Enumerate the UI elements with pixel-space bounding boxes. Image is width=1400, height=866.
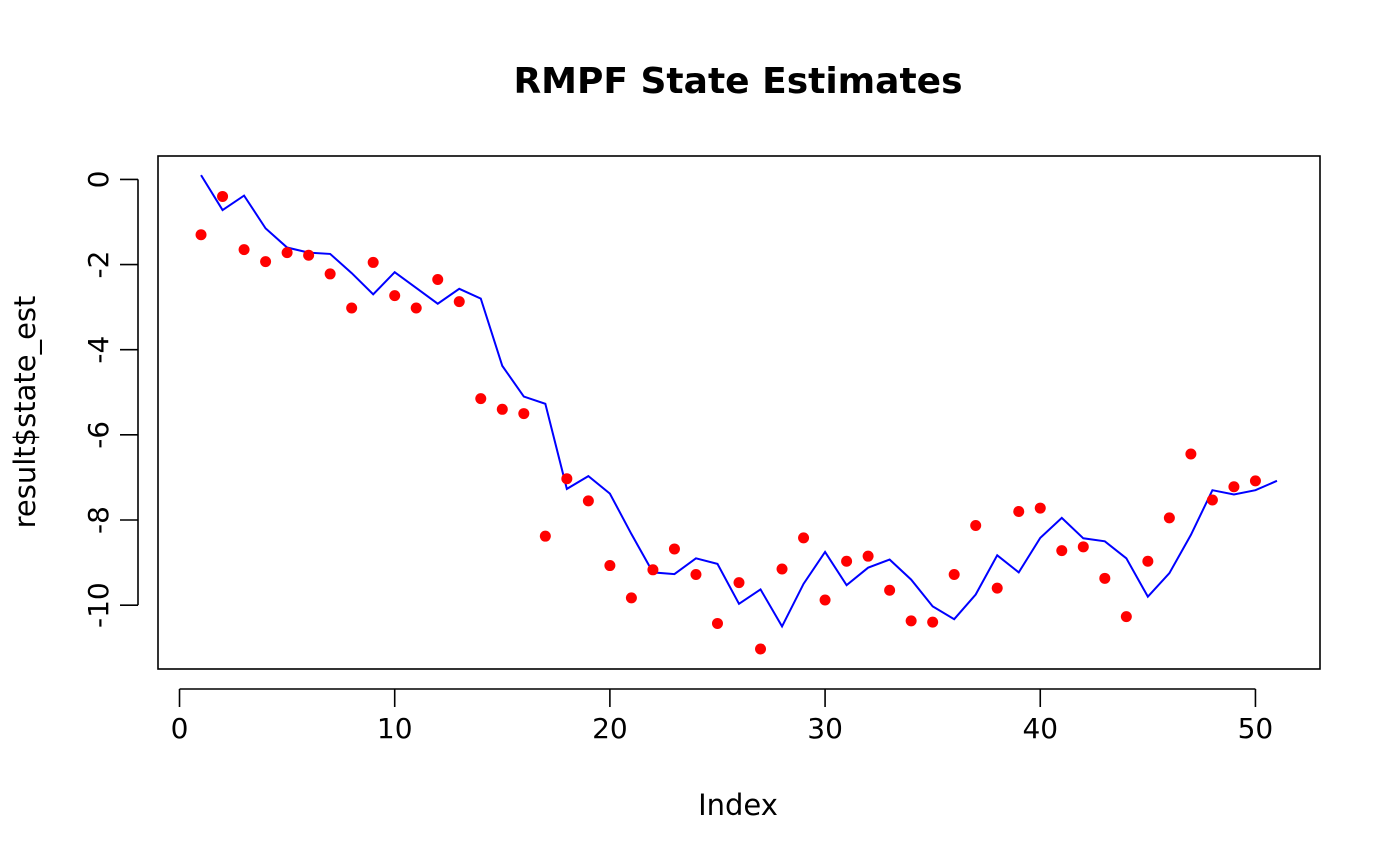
data-point bbox=[625, 592, 637, 604]
data-point bbox=[324, 268, 336, 280]
data-point bbox=[1228, 481, 1240, 493]
data-point bbox=[367, 256, 379, 268]
data-point bbox=[303, 249, 315, 261]
y-tick-label: -6 bbox=[82, 421, 115, 449]
data-point bbox=[195, 229, 207, 241]
data-point bbox=[862, 550, 874, 562]
y-axis-label: result$state_est bbox=[8, 296, 42, 529]
chart-title: RMPF State Estimates bbox=[513, 61, 962, 102]
data-point bbox=[733, 577, 745, 589]
data-point bbox=[1056, 545, 1068, 557]
data-point bbox=[1013, 505, 1025, 517]
data-point bbox=[755, 643, 767, 655]
data-point bbox=[217, 190, 229, 202]
data-point bbox=[668, 543, 680, 555]
data-point bbox=[1142, 555, 1154, 567]
y-tick-label: -4 bbox=[82, 336, 115, 364]
x-tick-label: 30 bbox=[807, 712, 843, 745]
series-line bbox=[200, 174, 1278, 629]
data-point bbox=[1185, 448, 1197, 460]
data-point bbox=[690, 568, 702, 580]
data-point bbox=[389, 290, 401, 302]
data-point bbox=[905, 615, 917, 627]
data-point bbox=[798, 532, 810, 544]
data-point bbox=[238, 244, 250, 256]
x-tick-label: 0 bbox=[171, 712, 189, 745]
data-point bbox=[432, 273, 444, 285]
y-axis: 0 -2 -4 -6 -8 -10 bbox=[82, 171, 139, 628]
data-point bbox=[819, 594, 831, 606]
data-point bbox=[539, 530, 551, 542]
data-point bbox=[991, 582, 1003, 594]
x-axis-label: Index bbox=[698, 788, 778, 822]
x-tick-label: 20 bbox=[592, 712, 628, 745]
data-point bbox=[281, 247, 293, 259]
x-axis: 0 10 20 30 40 50 bbox=[171, 688, 1274, 745]
data-point bbox=[410, 302, 422, 314]
y-tick-label: -8 bbox=[82, 506, 115, 534]
data-point bbox=[1206, 494, 1218, 506]
data-point bbox=[1120, 611, 1132, 623]
data-point bbox=[647, 564, 659, 576]
x-tick-label: 50 bbox=[1238, 712, 1274, 745]
data-point bbox=[518, 408, 530, 420]
data-point bbox=[582, 495, 594, 507]
x-tick-label: 10 bbox=[377, 712, 413, 745]
data-point bbox=[496, 403, 508, 415]
data-point bbox=[1163, 512, 1175, 524]
data-point bbox=[1077, 541, 1089, 553]
data-point bbox=[1099, 572, 1111, 584]
data-point bbox=[1034, 502, 1046, 514]
y-tick-label: -10 bbox=[82, 582, 115, 628]
data-point bbox=[927, 616, 939, 628]
data-point bbox=[711, 617, 723, 629]
data-point bbox=[1249, 475, 1261, 487]
y-tick-label: 0 bbox=[82, 171, 115, 189]
y-tick-label: -2 bbox=[82, 251, 115, 279]
data-point bbox=[453, 296, 465, 308]
x-tick-label: 40 bbox=[1022, 712, 1058, 745]
data-point bbox=[260, 256, 272, 268]
data-point bbox=[970, 520, 982, 532]
series-layer bbox=[195, 174, 1278, 655]
data-point bbox=[948, 568, 960, 580]
data-point bbox=[561, 473, 573, 485]
data-point bbox=[475, 393, 487, 405]
data-point bbox=[604, 560, 616, 572]
plot-area bbox=[157, 155, 1321, 670]
data-point bbox=[776, 563, 788, 575]
data-point bbox=[346, 302, 358, 314]
data-point bbox=[884, 584, 896, 596]
data-point bbox=[841, 555, 853, 567]
